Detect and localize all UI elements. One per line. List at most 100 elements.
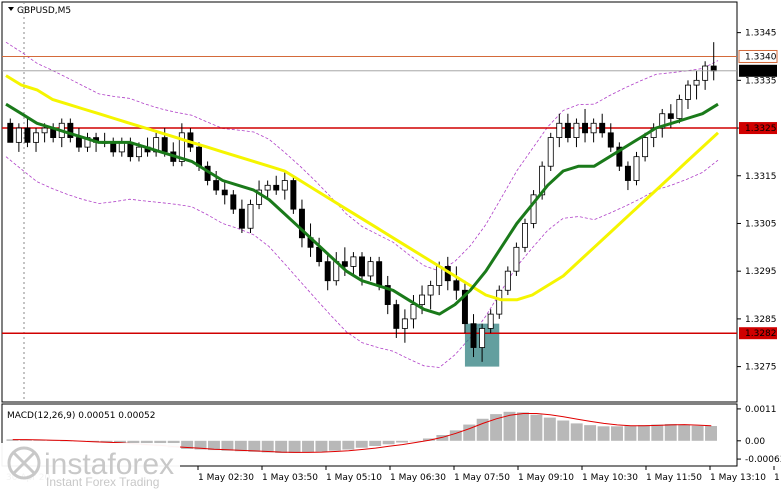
bear-candle-body: [582, 122, 589, 134]
macd-bar: [181, 440, 194, 449]
price-label-text: 1.3340: [745, 52, 777, 62]
macd-bar: [275, 440, 288, 453]
macd-tick-label: 0.0011: [745, 405, 777, 415]
price-label-box: [738, 49, 778, 63]
macd-bar: [127, 440, 140, 445]
time-tick-label: 1 May 05:10: [326, 473, 382, 483]
bull-candle-body: [281, 180, 288, 191]
bear-candle-body: [75, 137, 82, 148]
macd-bar: [208, 440, 220, 451]
macd-bar: [557, 420, 570, 441]
bear-candle-body: [607, 132, 614, 148]
macd-bar: [678, 424, 691, 441]
bull-candle-body: [178, 132, 185, 162]
time-tick-label: 1 May 14:30: [774, 473, 781, 483]
macd-histogram: [6, 411, 717, 453]
bear-candle-body: [273, 184, 280, 191]
price-label-box: [739, 327, 777, 340]
bear-candle-body: [24, 127, 31, 143]
price-tick-label: 1.3345: [745, 29, 777, 39]
bull-candle-body: [487, 313, 494, 329]
bear-candle-body: [470, 323, 477, 348]
macd-label: MACD(12,26,9) 0.00051 0.00052: [7, 411, 156, 421]
macd-bar: [611, 426, 623, 441]
bear-candle-body: [667, 113, 674, 119]
yellow-ma-line: [5, 74, 720, 302]
macd-bar: [543, 417, 556, 441]
bear-candle-body: [213, 180, 220, 191]
bear-candle-body: [616, 146, 623, 167]
bull-candle-body: [427, 285, 434, 296]
bear-candle-body: [393, 304, 400, 329]
bull-candle-body: [436, 266, 443, 286]
macd-tick-label: -0.00063: [745, 455, 781, 465]
price-tick-label: 1.3275: [745, 363, 777, 373]
bear-candle-body: [298, 208, 305, 239]
macd-tick-label: 0.00: [745, 437, 765, 447]
price-tick-label: 1.3315: [745, 172, 777, 182]
macd-bar: [302, 440, 314, 453]
time-tick-label: 1 May 02:30: [198, 473, 254, 483]
bull-candle-body: [530, 194, 537, 224]
bear-candle-body: [67, 122, 74, 138]
bull-candle-body: [573, 122, 580, 138]
price-tick-label: 1.3305: [745, 219, 777, 229]
macd-axis: 0.0011 0.00 -0.00063: [737, 405, 781, 465]
bear-candle-body: [230, 194, 237, 210]
bear-candle-body: [624, 165, 631, 181]
macd-bar: [355, 440, 368, 448]
macd-bar: [597, 426, 610, 441]
instaforex-logo-icon: [7, 446, 41, 480]
price-label-box: [739, 122, 777, 135]
instaforex-watermark: instaforex Instant Forex Trading: [0, 443, 180, 489]
bull-candle-body: [556, 122, 563, 138]
macd-bar: [503, 411, 516, 441]
macd-bar: [19, 439, 32, 441]
bull-candle-body: [590, 122, 597, 134]
macd-bar: [261, 440, 274, 453]
bull-candle-body: [410, 304, 417, 320]
moving-averages: [5, 74, 720, 316]
envelope-band-line: [5, 156, 719, 368]
macd-bar: [530, 414, 543, 441]
price-panel: [1, 1, 738, 403]
macd-bar: [315, 440, 328, 452]
bear-candle-body: [376, 261, 383, 286]
macd-bar: [409, 440, 422, 442]
symbol-header: GBPUSD,M5: [8, 6, 71, 16]
macd-bar: [369, 440, 382, 447]
price-tick-label: 1.3285: [745, 315, 777, 325]
price-label-text: 1.3337: [745, 67, 777, 77]
bull-candle-body: [401, 318, 408, 329]
bear-candle-body: [161, 137, 168, 153]
macd-bar: [342, 440, 355, 450]
macd-bar: [6, 439, 19, 441]
macd-bar: [100, 440, 113, 443]
time-tick-label: 1 May 10:30: [582, 473, 638, 483]
macd-bar: [60, 440, 73, 442]
price-tick-label: 1.3295: [745, 267, 777, 277]
time-tick-label: 1 May 09:10: [518, 473, 574, 483]
macd-bar: [624, 425, 637, 441]
bear-candle-body: [359, 256, 365, 277]
bull-candle-body: [547, 137, 554, 167]
time-axis: 30 Apr 201 May 02:301 May 03:501 May 05:…: [2, 465, 781, 483]
bear-candle-body: [564, 122, 571, 138]
macd-bar: [328, 440, 341, 451]
envelope-band-line: [5, 41, 719, 272]
macd-bar: [570, 423, 583, 441]
time-tick-label: 1 May 06:30: [390, 473, 446, 483]
bear-candle-body: [341, 261, 348, 267]
bull-candle-body: [247, 203, 254, 229]
time-tick-label: 1 May 13:10: [710, 473, 766, 483]
green-ma-line: [5, 102, 719, 316]
macd-bar: [651, 424, 664, 441]
bull-candle-body: [41, 127, 48, 134]
envelope-bands: [5, 41, 719, 368]
dropdown-triangle-icon[interactable]: [8, 7, 14, 11]
bear-candle-body: [710, 65, 717, 72]
macd-bar: [516, 412, 529, 441]
macd-bar: [396, 440, 409, 443]
macd-bar: [449, 430, 462, 441]
